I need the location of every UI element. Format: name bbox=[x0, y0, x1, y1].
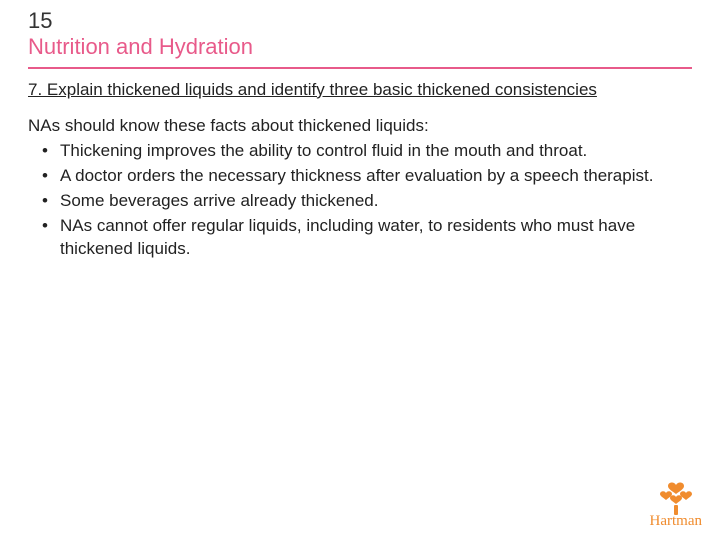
list-item: Thickening improves the ability to contr… bbox=[60, 140, 692, 163]
bullet-list: Thickening improves the ability to contr… bbox=[28, 140, 692, 261]
chapter-title: Nutrition and Hydration bbox=[28, 34, 692, 66]
list-item: Some beverages arrive already thickened. bbox=[60, 190, 692, 213]
publisher-logo: Hartman bbox=[650, 479, 702, 530]
chapter-number: 15 bbox=[28, 8, 692, 34]
list-item: NAs cannot offer regular liquids, includ… bbox=[60, 215, 692, 261]
slide: 15 Nutrition and Hydration 7. Explain th… bbox=[0, 0, 720, 540]
intro-text: NAs should know these facts about thicke… bbox=[28, 115, 692, 138]
tree-hearts-icon bbox=[654, 479, 698, 515]
subheading: 7. Explain thickened liquids and identif… bbox=[28, 79, 692, 101]
title-rule bbox=[28, 67, 692, 69]
list-item: A doctor orders the necessary thickness … bbox=[60, 165, 692, 188]
logo-text: Hartman bbox=[650, 513, 702, 530]
